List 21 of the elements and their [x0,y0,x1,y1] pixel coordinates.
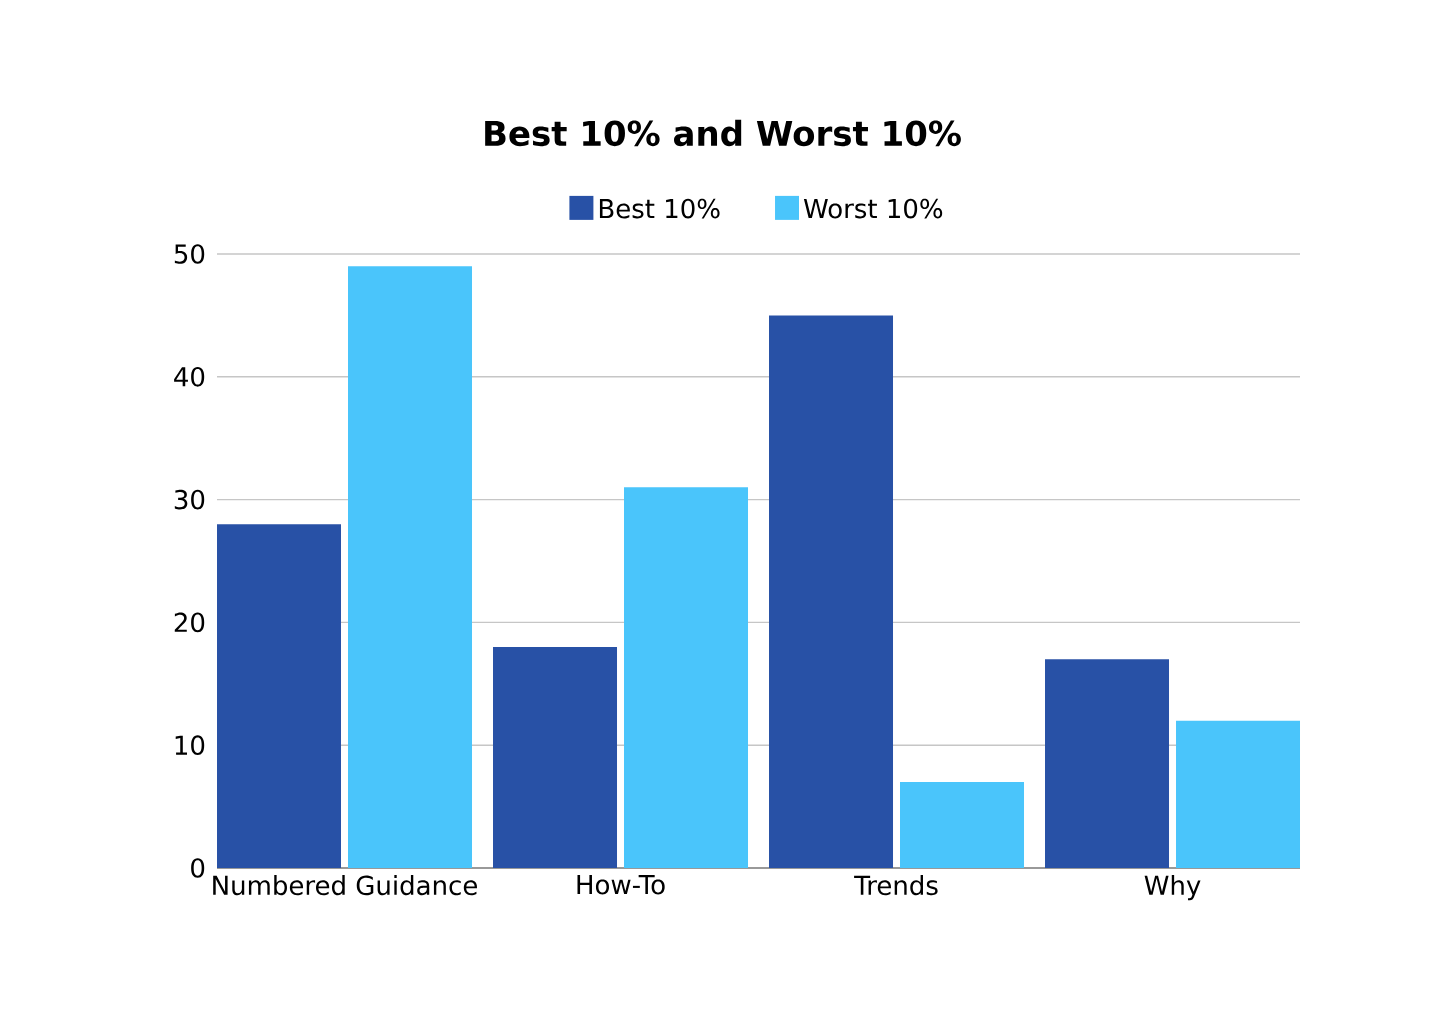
y-tick-label: 20 [174,612,205,633]
y-tick-label: 30 [174,489,205,510]
x-tick-label: Why [1144,875,1201,901]
bar [217,524,341,868]
bar [624,487,749,868]
bar [493,646,618,868]
x-tick-label: How-To [577,875,665,895]
bar [900,782,1025,868]
y-tick-label: 10 [175,735,205,756]
x-tick-label: Trends [854,875,938,896]
y-tick-label: 0 [191,858,205,878]
chart-title: Best 10% and Worst 10% [485,119,961,147]
x-tick-label: Numbered Guidance [213,875,477,896]
bar [348,266,473,868]
bar [1045,659,1170,868]
y-tick-label: 40 [174,366,205,387]
legend-label: Worst 10% [803,198,943,219]
bar [1176,720,1301,868]
legend-label: Best 10% [599,198,720,219]
bar [769,315,894,868]
y-tick-label: 50 [174,244,205,264]
